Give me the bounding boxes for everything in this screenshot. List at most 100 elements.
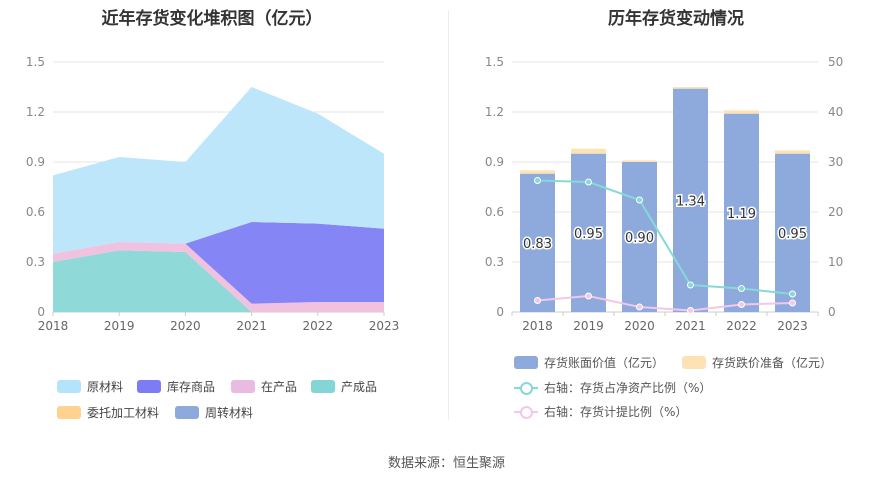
legend-swatch bbox=[57, 406, 81, 419]
x-tick-label: 2020 bbox=[170, 319, 201, 333]
legend-swatch bbox=[231, 380, 255, 393]
x-tick-label: 2019 bbox=[573, 319, 604, 333]
bar-data-label: 0.95 bbox=[778, 227, 807, 242]
bar-impairment-reserve bbox=[673, 87, 708, 89]
y-tick-label: 0.9 bbox=[26, 155, 45, 169]
line-point bbox=[636, 196, 643, 204]
y-left-tick-label: 0.6 bbox=[485, 205, 504, 219]
bar-inventory-value bbox=[622, 162, 657, 312]
bar-inventory-value bbox=[775, 153, 810, 312]
legend-item[interactable]: 右轴：存货占净资产比例（%） bbox=[514, 379, 711, 396]
y-right-tick-label: 30 bbox=[828, 155, 843, 169]
y-left-tick-label: 0.3 bbox=[485, 255, 504, 269]
bar-impairment-reserve bbox=[622, 160, 657, 162]
bar-data-label: 0.95 bbox=[574, 227, 603, 242]
right-chart-title: 历年存货变动情况 bbox=[608, 9, 744, 29]
line-point bbox=[687, 281, 694, 289]
y-left-tick-label: 1.2 bbox=[485, 105, 504, 119]
legend-item[interactable]: 周转材料 bbox=[175, 404, 253, 421]
x-tick-label: 2022 bbox=[303, 319, 334, 333]
legend-swatch bbox=[514, 356, 538, 369]
legend-item[interactable]: 原材料 bbox=[57, 378, 123, 395]
area-series-原材料 bbox=[53, 87, 384, 254]
bar-inventory-value bbox=[520, 173, 555, 312]
legend-swatch bbox=[514, 381, 538, 395]
legend-label: 在产品 bbox=[261, 380, 298, 394]
legend-item[interactable]: 存货账面价值（亿元） bbox=[514, 354, 664, 371]
legend-item[interactable]: 委托加工材料 bbox=[57, 404, 159, 421]
legend-label: 周转材料 bbox=[205, 406, 254, 420]
line-point bbox=[636, 303, 643, 311]
legend-label: 右轴：存货计提比例（%） bbox=[544, 405, 688, 419]
bar-impairment-reserve bbox=[571, 148, 606, 154]
x-tick-label: 2022 bbox=[726, 319, 757, 333]
bar-data-label: 0.90 bbox=[625, 231, 654, 246]
legend-swatch bbox=[175, 406, 199, 419]
line-point bbox=[534, 177, 541, 184]
x-tick-label: 2020 bbox=[624, 319, 655, 333]
y-right-tick-label: 10 bbox=[828, 255, 843, 269]
area-series-在产品 bbox=[53, 242, 384, 312]
y-tick-label: 1.2 bbox=[26, 105, 45, 119]
left-chart-title: 近年存货变化堆积图（亿元） bbox=[101, 9, 323, 29]
bar-impairment-reserve bbox=[724, 110, 759, 114]
y-tick-label: 0 bbox=[37, 305, 45, 319]
legend-label: 委托加工材料 bbox=[87, 406, 160, 420]
bar-inventory-value bbox=[724, 113, 759, 313]
x-tick-label: 2023 bbox=[369, 319, 400, 333]
line-series-右轴：存货占净资产比例（%） bbox=[537, 179, 793, 295]
legend-item[interactable]: 库存商品 bbox=[137, 378, 215, 395]
bar-data-label: 1.34 bbox=[676, 194, 705, 209]
line-point bbox=[738, 301, 745, 308]
y-left-tick-label: 0.9 bbox=[485, 155, 504, 169]
line-point bbox=[585, 292, 592, 300]
legend-swatch bbox=[137, 380, 161, 393]
legend-swatch bbox=[682, 356, 706, 369]
panel-divider bbox=[448, 10, 449, 420]
legend-label: 产成品 bbox=[341, 380, 378, 394]
line-point bbox=[687, 307, 694, 314]
x-tick-label: 2021 bbox=[675, 319, 706, 333]
bar-data-label: 1.19 bbox=[727, 207, 756, 222]
bar-inventory-value bbox=[673, 88, 708, 313]
legend-item[interactable]: 产成品 bbox=[311, 378, 377, 395]
legend-label: 存货跌价准备（亿元） bbox=[712, 356, 833, 370]
legend-label: 原材料 bbox=[87, 380, 124, 394]
line-point bbox=[534, 297, 541, 304]
line-series-右轴：存货计提比例（%） bbox=[537, 294, 793, 312]
x-tick-label: 2019 bbox=[104, 319, 135, 333]
y-right-tick-label: 0 bbox=[828, 305, 836, 319]
y-left-tick-label: 1.5 bbox=[485, 55, 504, 69]
x-tick-label: 2021 bbox=[236, 319, 267, 333]
y-left-tick-label: 0 bbox=[496, 305, 504, 319]
legend-label: 存货账面价值（亿元） bbox=[544, 356, 665, 370]
x-tick-label: 2018 bbox=[522, 319, 553, 333]
data-source-note: 数据来源：恒生聚源 bbox=[387, 456, 505, 471]
legend-swatch bbox=[57, 380, 81, 393]
area-series-库存商品 bbox=[53, 222, 384, 304]
legend-label: 库存商品 bbox=[167, 380, 216, 394]
legend-item[interactable]: 在产品 bbox=[231, 378, 297, 395]
line-point bbox=[585, 178, 592, 186]
bar-data-label: 0.83 bbox=[523, 237, 552, 252]
y-right-tick-label: 50 bbox=[828, 55, 843, 69]
y-tick-label: 0.6 bbox=[26, 205, 45, 219]
legend-item[interactable]: 存货跌价准备（亿元） bbox=[682, 354, 832, 371]
x-tick-label: 2023 bbox=[777, 319, 808, 333]
legend-swatch bbox=[311, 380, 335, 393]
legend-label: 右轴：存货占净资产比例（%） bbox=[544, 381, 712, 395]
y-right-tick-label: 40 bbox=[828, 105, 843, 119]
bar-impairment-reserve bbox=[520, 170, 555, 174]
line-point bbox=[789, 290, 796, 298]
legend-item[interactable]: 右轴：存货计提比例（%） bbox=[514, 403, 687, 420]
line-point bbox=[789, 299, 796, 307]
legend-swatch bbox=[514, 405, 538, 419]
y-tick-label: 0.3 bbox=[26, 255, 45, 269]
bar-impairment-reserve bbox=[775, 150, 810, 154]
area-series-产成品 bbox=[53, 250, 384, 312]
y-tick-label: 1.5 bbox=[26, 55, 45, 69]
line-point bbox=[738, 285, 745, 292]
y-right-tick-label: 20 bbox=[828, 205, 843, 219]
